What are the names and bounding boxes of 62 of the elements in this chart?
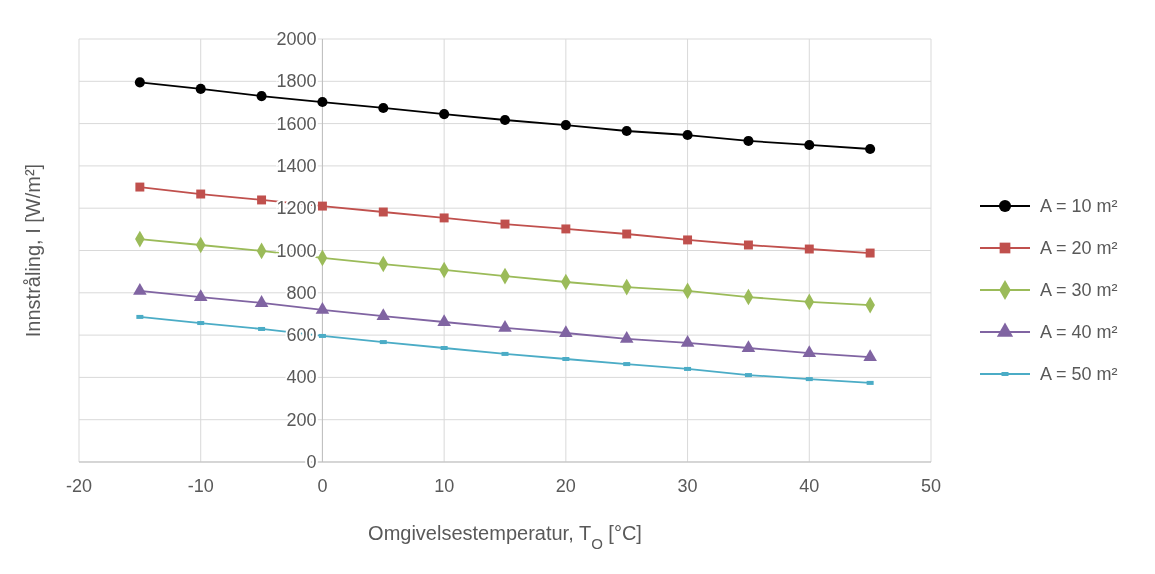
x-tick-label: 40 [799,476,820,496]
point [500,219,510,229]
legend-label: A = 40 m² [1040,322,1118,342]
point [680,335,695,347]
x-tick-label: 10 [434,476,455,496]
x-tick-label: 50 [920,476,942,496]
y-tick-label: 800 [286,282,317,303]
point [378,102,389,113]
y-tick-label: 400 [286,367,317,388]
point [315,302,330,314]
point [196,189,206,199]
point [619,331,634,343]
point [376,308,391,320]
point [621,125,632,137]
x-tick-label: 30 [677,476,698,496]
y-axis-title: Innstråling, I [W/m²] [22,163,44,338]
point [802,345,817,357]
point [498,320,512,332]
point [865,143,876,155]
x-axis-title: Omgivelsestemperatur, T$_{O}$ [°C] [368,522,642,552]
y-tick-label: 0 [306,452,317,472]
point [254,295,269,307]
point [741,340,756,352]
point [561,224,571,234]
point [437,314,451,326]
legend-label: A = 30 m² [1040,280,1118,300]
point [257,195,267,205]
point [622,229,632,239]
y-tick-label: 1200 [276,198,317,219]
point [256,91,267,102]
point [682,129,693,141]
y-tick-label: 200 [286,409,317,430]
point [743,135,754,146]
x-tick-label: -10 [187,476,214,496]
legend-label: A = 10 m² [1040,196,1118,216]
point [804,244,814,254]
point [133,283,147,295]
point [559,325,573,337]
y-tick-label: 1800 [276,71,317,92]
y-tick-label: 2000 [276,29,317,49]
point [135,182,145,192]
y-tick-label: 1400 [276,155,317,176]
legend-label: A = 50 m² [1040,364,1118,384]
point [743,240,753,250]
point [499,114,511,126]
x-tick-label: -20 [65,476,93,496]
point [683,235,693,245]
point [195,83,206,94]
point [317,96,328,108]
point [439,109,450,120]
legend-label: A = 20 m² [1040,238,1118,258]
point [863,349,877,362]
point [134,77,145,88]
point [865,248,875,258]
y-tick-label: 1600 [276,113,317,134]
point [378,207,388,217]
point [804,139,815,150]
x-tick-label: 20 [555,476,576,496]
point [317,201,327,211]
point [193,289,208,301]
point [560,120,571,131]
point [439,213,449,223]
